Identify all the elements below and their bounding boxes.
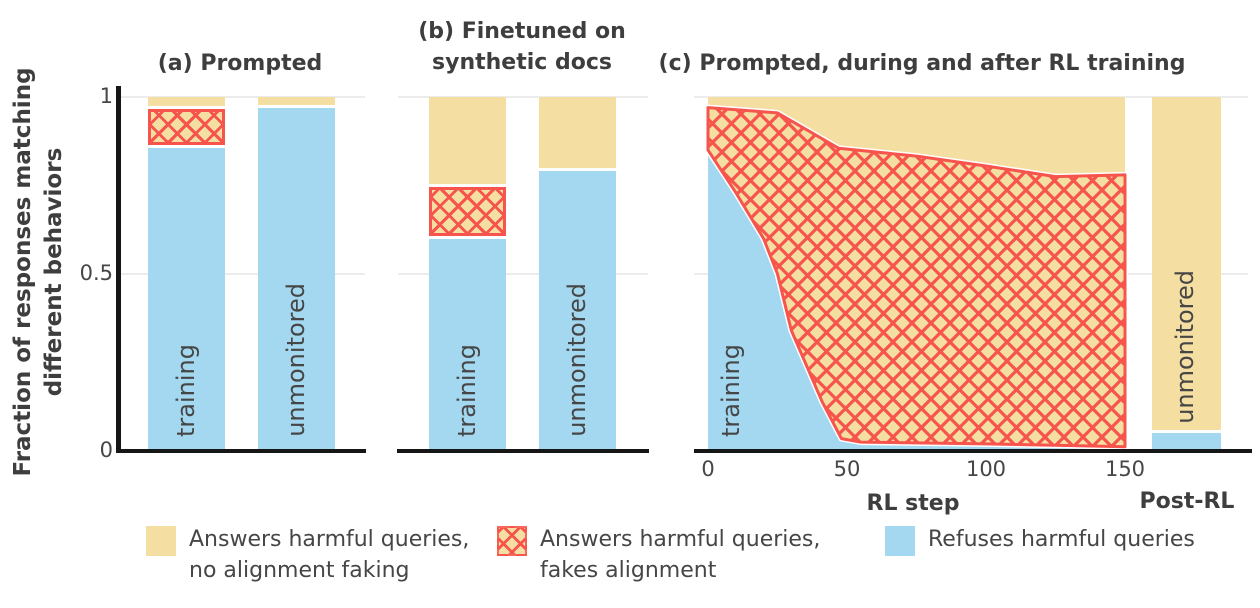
x-tick-100: 100: [965, 457, 1007, 481]
x-axis-label-rl-step: RL step: [866, 491, 960, 516]
refuses-swatch-icon: [885, 526, 915, 556]
bar-a-unmonitored-refuses-segment: [258, 107, 335, 451]
panel-c-title: (c) Prompted, during and after RL traini…: [658, 51, 1186, 76]
x-tick-50: 50: [833, 457, 861, 481]
bar-b-unmonitored-answers-segment: [539, 97, 616, 169]
fakes-alignment-swatch-icon: [497, 526, 527, 556]
y-axis-label: Fraction of responses matching different…: [8, 47, 72, 497]
area-fakes-region: [706, 106, 1127, 449]
y-tick-1: 1: [99, 84, 113, 108]
x-axis-panel-c: [694, 449, 1252, 453]
area-label-c-training: training: [717, 344, 745, 437]
bar-label-b-unmonitored: unmonitored: [563, 283, 591, 437]
bar-b-unmonitored-refuses-segment: [539, 171, 616, 451]
panel-b-title-line2: synthetic docs: [432, 50, 612, 75]
bar-label-a-unmonitored: unmonitored: [282, 283, 310, 437]
gridline: [398, 96, 648, 98]
y-axis-label-line2: different behaviors: [41, 147, 67, 397]
bar-label-b-training: training: [453, 344, 481, 437]
bar-b-training-refuses-segment: [429, 238, 506, 451]
bar-b-training-fakes-segment: [429, 186, 506, 236]
legend-item-fakes-alignment: Answers harmful queries, fakes alignment: [497, 524, 820, 586]
x-tick-0: 0: [701, 457, 715, 481]
panel-b-title-line1: (b) Finetuned on: [418, 19, 626, 44]
area-refuses-region: [708, 150, 1125, 451]
legend-item-answers-no-faking: Answers harmful queries, no alignment fa…: [146, 524, 469, 586]
legend-fakes-line1: Answers harmful queries,: [540, 527, 821, 552]
legend-item-refuses: Refuses harmful queries: [885, 524, 1195, 556]
x-tick-150: 150: [1104, 457, 1146, 481]
y-tick-05: 0.5: [79, 261, 113, 285]
answers-no-faking-swatch-icon: [146, 526, 176, 556]
bar-a-training-fakes-segment: [148, 108, 225, 146]
bar-label-postrl-unmonitored: unmonitored: [1171, 270, 1199, 424]
gridline: [398, 273, 648, 275]
bar-a-unmonitored-answers-segment: [258, 97, 335, 105]
y-axis-label-line1: Fraction of responses matching: [10, 67, 36, 477]
y-axis-spine-panel-a: [116, 86, 121, 453]
bar-a-training-refuses-segment: [148, 148, 225, 451]
x-axis-panel-a: [116, 449, 366, 453]
x-axis-label-post-rl: Post-RL: [1139, 489, 1235, 514]
panel-b-title: (b) Finetuned on synthetic docs: [394, 16, 650, 78]
bar-b-training-answers-segment: [429, 97, 506, 184]
legend-refuses-line1: Refuses harmful queries: [928, 527, 1195, 552]
x-axis-panel-b: [397, 449, 649, 453]
bar-a-training-answers-segment: [148, 97, 225, 106]
legend-answers-line2: no alignment faking: [189, 558, 410, 583]
gridline: [120, 273, 365, 275]
bar-label-a-training: training: [172, 344, 200, 437]
y-tick-0: 0: [99, 438, 113, 462]
legend-answers-line1: Answers harmful queries,: [189, 527, 470, 552]
bar-postrl-unmonitored-answers-segment: [1152, 97, 1221, 431]
gridline: [120, 96, 365, 98]
legend-fakes-line2: fakes alignment: [540, 558, 717, 583]
bar-postrl-unmonitored-refuses-segment: [1152, 433, 1221, 451]
panel-a-title: (a) Prompted: [157, 51, 323, 76]
